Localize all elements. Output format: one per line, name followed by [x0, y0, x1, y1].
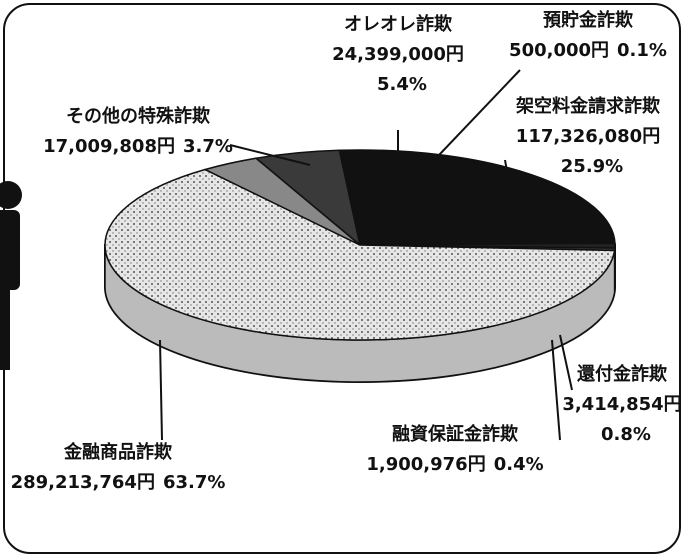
category-label: オレオレ詐欺: [344, 14, 452, 35]
percent-label: 63.7%: [162, 472, 226, 493]
amount-label: 17,009,808円: [43, 136, 175, 157]
person-icon: [0, 181, 22, 370]
slice-label: 預貯金詐欺 500,000円 0.1%: [508, 6, 668, 66]
pie-slice: [104, 168, 616, 341]
slice-label: 融資保証金詐欺 1,900,976円 0.4%: [355, 420, 555, 480]
category-label: 預貯金詐欺: [543, 10, 633, 31]
leader-line: [551, 339, 561, 441]
leader-line: [559, 334, 573, 391]
pie-slice: [340, 149, 616, 246]
category-label: 還付金詐欺: [577, 364, 667, 385]
category-label: 架空料金請求詐欺: [516, 96, 660, 117]
percent-label: 5.4%: [377, 74, 427, 95]
percent-label: 3.7%: [182, 136, 233, 157]
percent-label: 0.1%: [617, 40, 667, 61]
slice-label: 金融商品詐欺 289,213,764円 63.7%: [3, 438, 233, 498]
leader-line: [159, 339, 163, 441]
leader-lines: [159, 69, 573, 441]
percent-label: 0.8%: [601, 424, 651, 445]
percent-label: 25.9%: [560, 156, 624, 177]
amount-label: 289,213,764円: [10, 472, 155, 493]
category-label: その他の特殊詐欺: [66, 106, 210, 127]
amount-label: 1,900,976円: [366, 454, 486, 475]
category-label: 融資保証金詐欺: [392, 424, 518, 445]
amount-label: 24,399,000円: [332, 44, 464, 65]
amount-label: 117,326,080円: [515, 126, 661, 147]
slice-label: 還付金詐欺 3,414,854円 0.8%: [562, 360, 682, 450]
leader-line: [504, 159, 513, 201]
category-label: 金融商品詐欺: [64, 442, 172, 463]
pie: [104, 149, 616, 383]
amount-label: 3,414,854円: [562, 394, 682, 415]
leader-line: [229, 144, 311, 166]
slice-label: その他の特殊詐欺 17,009,808円 3.7%: [18, 102, 258, 162]
pie-slice: [203, 157, 361, 246]
leader-line: [419, 69, 521, 176]
slice-label: 架空料金請求詐欺 117,326,080円 25.9%: [488, 92, 685, 182]
percent-label: 0.4%: [493, 454, 544, 475]
amount-label: 500,000円: [509, 40, 610, 61]
slice-label: オレオレ詐欺 24,399,000円 5.4%: [318, 10, 478, 100]
